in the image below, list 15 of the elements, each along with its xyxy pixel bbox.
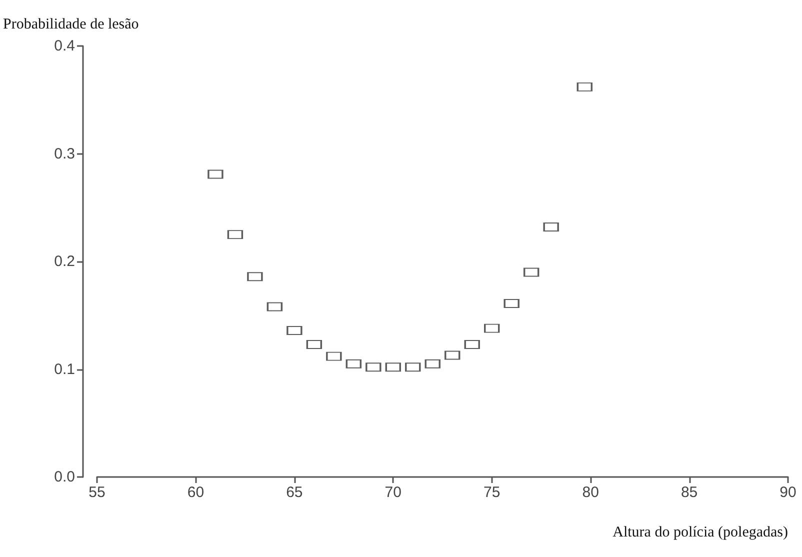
y-tick-label: 0.0 [54, 468, 75, 486]
y-tick-label: 0.4 [54, 38, 75, 54]
y-tick-label: 0.1 [54, 360, 75, 378]
x-tick-label: 80 [582, 484, 599, 501]
x-tick-label: 65 [286, 484, 303, 501]
y-tick-label: 0.2 [54, 253, 75, 270]
x-tick-label: 75 [484, 484, 500, 501]
y-tick-label: 0.3 [54, 145, 75, 162]
x-tick-label: 70 [384, 484, 402, 501]
y-axis-title: Probabilidade de lesão [3, 16, 139, 32]
x-tick-label: 55 [88, 484, 106, 501]
x-tick-label: 85 [680, 484, 698, 501]
x-axis-title: Altura do polícia (polegadas) [612, 524, 788, 540]
x-tick-label: 60 [187, 484, 204, 501]
x-tick-label: 90 [780, 484, 796, 501]
